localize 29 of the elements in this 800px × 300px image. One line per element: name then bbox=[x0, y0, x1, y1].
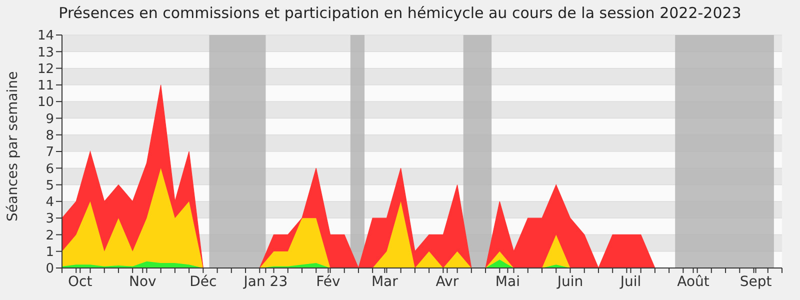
y-tick-label: 13 bbox=[37, 45, 54, 60]
x-tick-label: Jan 23 bbox=[242, 274, 288, 290]
y-tick-label: 1 bbox=[46, 244, 54, 260]
x-tick-label: Fév bbox=[316, 274, 340, 290]
y-tick-label: 8 bbox=[46, 128, 54, 144]
x-tick-label: Août bbox=[677, 274, 710, 290]
y-tick-label: 6 bbox=[46, 162, 54, 177]
x-tick-label: Mai bbox=[495, 274, 520, 290]
x-tick-label: Avr bbox=[436, 274, 459, 290]
x-tick-label: Juin bbox=[556, 274, 584, 290]
x-tick-label: Nov bbox=[129, 274, 156, 290]
y-tick-label: 5 bbox=[46, 178, 54, 194]
y-tick-label: 11 bbox=[37, 78, 54, 94]
y-tick-label: 9 bbox=[46, 112, 54, 127]
y-tick-label: 10 bbox=[37, 95, 54, 110]
x-tick-label: Juil bbox=[619, 274, 642, 290]
y-tick-label: 4 bbox=[46, 195, 54, 210]
x-tick-label: Mar bbox=[371, 274, 398, 290]
y-axis-title: Séances par semaine bbox=[4, 71, 21, 222]
x-tick-label: Déc bbox=[190, 274, 217, 290]
y-tick-label: 3 bbox=[46, 212, 54, 227]
chart-title: Présences en commissions et participation en hémicycle au cours de la session 2022-2023 bbox=[58, 4, 742, 22]
y-tick-label: 2 bbox=[46, 228, 54, 244]
y-tick-label: 0 bbox=[46, 262, 54, 277]
x-tick-label: Oct bbox=[68, 274, 93, 290]
y-tick-label: 7 bbox=[46, 145, 54, 160]
y-tick-label: 12 bbox=[37, 62, 54, 77]
y-tick-label: 14 bbox=[37, 28, 54, 44]
x-tick-label: Sept bbox=[740, 274, 772, 290]
